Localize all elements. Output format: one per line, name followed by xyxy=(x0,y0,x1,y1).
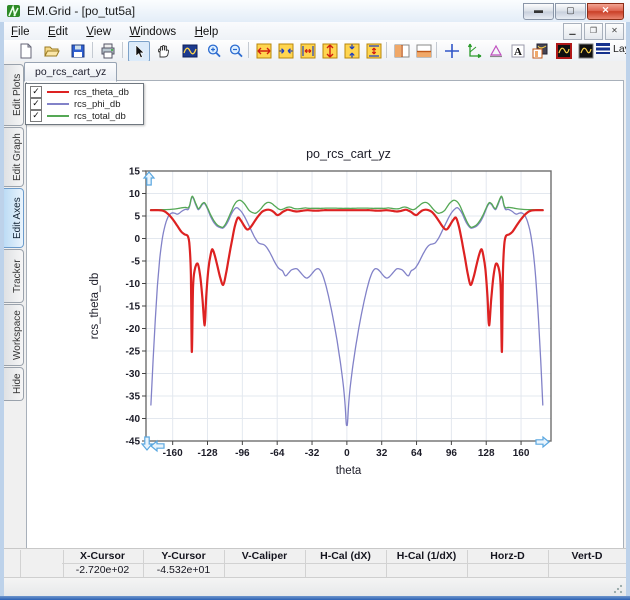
legend-item: ✓ rcs_theta_db xyxy=(26,86,143,98)
menu-edit[interactable]: Edit xyxy=(41,24,75,40)
pan-hand-icon[interactable] xyxy=(154,41,174,60)
print-icon[interactable] xyxy=(98,41,118,60)
sidebar-tab-edit-axes[interactable]: Edit Axes xyxy=(4,188,24,248)
sidebar-tab-tracker[interactable]: Tracker xyxy=(4,249,24,303)
mdi-minimize-button[interactable]: ▁ xyxy=(563,23,582,40)
split-vertical-icon[interactable] xyxy=(392,41,412,60)
h-cal-1dx-value xyxy=(386,564,468,577)
legend-checkbox-total[interactable]: ✓ xyxy=(30,110,42,122)
window-title: EM.Grid - [po_tut5a] xyxy=(27,4,135,18)
toolbar: A Layout xyxy=(4,40,626,62)
legend-line-total xyxy=(47,115,69,117)
maximize-button[interactable]: ▢ xyxy=(555,3,586,20)
layout-button[interactable]: Layout xyxy=(596,43,630,55)
split-horizontal-icon[interactable] xyxy=(414,41,434,60)
cursor-table-stub xyxy=(20,550,64,578)
layout-bars-icon xyxy=(596,43,610,54)
document-area[interactable] xyxy=(26,80,624,550)
axes-tracker-icon[interactable] xyxy=(464,41,484,60)
h-cal-dx-value xyxy=(305,564,387,577)
menu-bar: File Edit View Windows Help ▁ ❐ ✕ xyxy=(4,22,626,41)
open-file-icon[interactable] xyxy=(42,41,62,60)
col-vert-d: Vert-D xyxy=(548,550,627,564)
vert-d-value xyxy=(548,564,627,577)
legend-label: rcs_total_db xyxy=(74,111,126,122)
menu-view[interactable]: View xyxy=(79,24,118,40)
col-h-cal-dx: H-Cal (dX) xyxy=(305,550,387,564)
sidebar-tab-hide[interactable]: Hide xyxy=(4,367,24,401)
sidebar-tab-edit-plots[interactable]: Edit Plots xyxy=(4,64,24,126)
window-bottom-border xyxy=(0,596,630,600)
h-fit-edges-icon[interactable] xyxy=(298,41,318,60)
graph-style-dark-icon[interactable] xyxy=(576,41,596,60)
h-compress-icon[interactable] xyxy=(276,41,296,60)
v-expand-icon[interactable] xyxy=(320,41,340,60)
y-cursor-value: -4.532e+01 xyxy=(143,564,225,577)
save-icon[interactable] xyxy=(68,41,88,60)
legend: ✓ rcs_theta_db ✓ rcs_phi_db ✓ rcs_total_… xyxy=(25,83,144,125)
menu-help[interactable]: Help xyxy=(188,24,226,40)
menu-windows[interactable]: Windows xyxy=(122,24,183,40)
v-compress-icon[interactable] xyxy=(342,41,362,60)
window-left-border xyxy=(0,22,4,596)
text-annotation-icon[interactable]: A xyxy=(508,41,528,60)
legend-line-phi xyxy=(47,103,69,105)
status-bar xyxy=(4,577,626,597)
legend-line-theta xyxy=(47,91,69,93)
sidebar-tab-workspace[interactable]: Workspace xyxy=(4,304,24,366)
app-icon xyxy=(6,3,22,19)
client-area: po_rcs_cart_yz Edit Plots Edit Graph Edi… xyxy=(4,61,626,548)
legend-item: ✓ rcs_total_db xyxy=(26,110,143,122)
legend-checkbox-phi[interactable]: ✓ xyxy=(30,98,42,110)
cursor-readout-table: X-Cursor Y-Cursor V-Caliper H-Cal (dX) H… xyxy=(4,548,626,578)
horz-d-value xyxy=(467,564,549,577)
legend-checkbox-theta[interactable]: ✓ xyxy=(30,86,42,98)
document-tab[interactable]: po_rcs_cart_yz xyxy=(24,62,117,82)
v-fit-edges-icon[interactable] xyxy=(364,41,384,60)
v-caliper-value xyxy=(224,564,306,577)
window-right-border xyxy=(626,22,630,596)
col-h-cal-1dx: H-Cal (1/dX) xyxy=(386,550,468,564)
caliper-icon[interactable] xyxy=(486,41,506,60)
minimize-button[interactable]: ▬ xyxy=(523,3,554,20)
legend-label: rcs_phi_db xyxy=(74,99,120,110)
title-bar: EM.Grid - [po_tut5a] ▬ ▢ ✕ xyxy=(0,0,630,23)
col-y-cursor: Y-Cursor xyxy=(143,550,225,564)
app-window: EM.Grid - [po_tut5a] ▬ ▢ ✕ File Edit Vie… xyxy=(0,0,630,600)
col-v-caliper: V-Caliper xyxy=(224,550,306,564)
legend-label: rcs_theta_db xyxy=(74,87,129,98)
mdi-close-button[interactable]: ✕ xyxy=(605,23,624,40)
col-horz-d: Horz-D xyxy=(467,550,549,564)
svg-text:A: A xyxy=(514,46,522,58)
new-file-icon[interactable] xyxy=(16,41,36,60)
x-cursor-value: -2.720e+02 xyxy=(62,564,144,577)
layers-icon[interactable] xyxy=(530,41,550,60)
menu-file[interactable]: File xyxy=(4,24,37,40)
col-x-cursor: X-Cursor xyxy=(62,550,144,564)
mdi-restore-button[interactable]: ❐ xyxy=(584,23,603,40)
zoom-in-icon[interactable] xyxy=(204,41,224,60)
close-button[interactable]: ✕ xyxy=(587,3,624,20)
legend-item: ✓ rcs_phi_db xyxy=(26,98,143,110)
graph-style-red-icon[interactable] xyxy=(554,41,574,60)
select-cursor-icon[interactable] xyxy=(128,41,150,62)
cross-cursor-icon[interactable] xyxy=(442,41,462,60)
resize-grip[interactable] xyxy=(612,583,624,595)
zoom-out-icon[interactable] xyxy=(226,41,246,60)
h-expand-icon[interactable] xyxy=(254,41,274,60)
fit-plot-icon[interactable] xyxy=(180,41,200,60)
sidebar-tab-edit-graph[interactable]: Edit Graph xyxy=(4,127,24,187)
